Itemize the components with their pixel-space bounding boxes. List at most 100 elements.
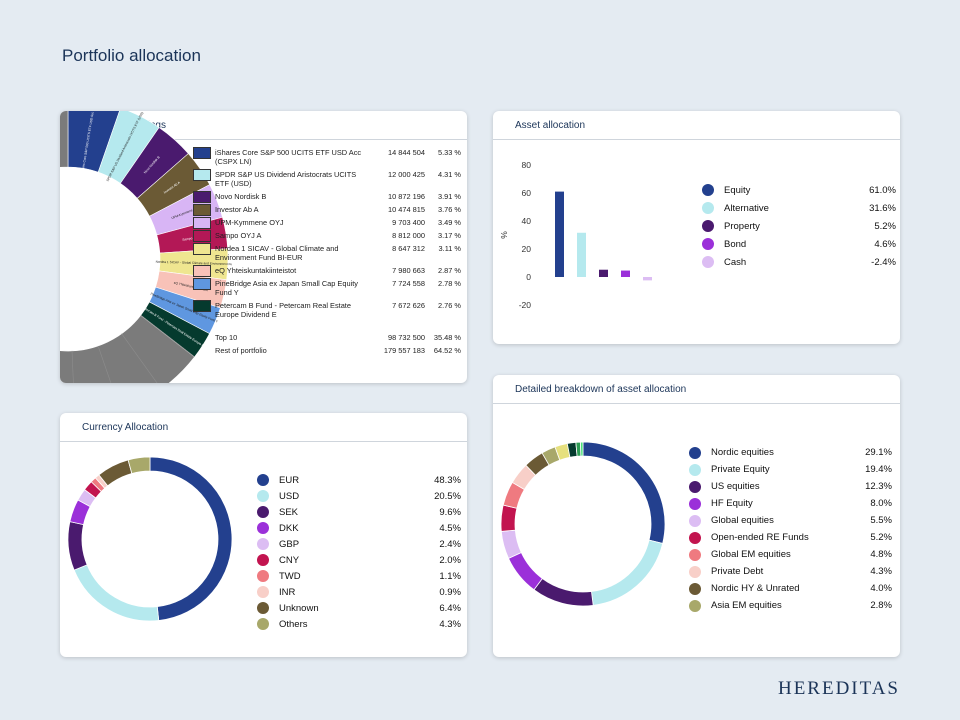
legend-value: 2.8% <box>870 600 892 611</box>
legend-dot <box>257 538 269 550</box>
legend-label: HF Equity <box>711 498 753 509</box>
holding-row: Investor Ab A 10 474 815 3.76 % <box>193 204 461 217</box>
legend-dot <box>689 463 701 476</box>
legend-item-eur: EUR 48.3% <box>257 472 461 488</box>
rest-slice-divider <box>121 333 158 383</box>
legend-label: Private Debt <box>711 566 764 577</box>
slice-others <box>127 456 151 474</box>
rest-row: Rest of portfolio 179 557 183 64.52 % <box>215 345 461 358</box>
page-title: Portfolio allocation <box>62 46 201 65</box>
legend-item-alternative: Alternative 31.6% <box>702 199 896 217</box>
y-axis-label: % <box>499 231 509 239</box>
holding-value: 10 872 196 <box>388 192 425 201</box>
legend-dot <box>689 531 701 544</box>
asset-allocation-title: Asset allocation <box>515 120 586 131</box>
legend-dot <box>689 514 701 527</box>
holding-slice-label: Sampo OYJ A <box>182 234 203 241</box>
holding-name: iShares Core S&P 500 UCITS ETF USD Acc (… <box>215 148 362 166</box>
legend-label: Open-ended RE Funds <box>711 532 809 543</box>
legend-value: 9.6% <box>439 506 461 518</box>
holding-row: Sampo OYJ A 8 812 000 3.17 % <box>193 230 461 243</box>
holding-name: Novo Nordisk B <box>215 192 267 201</box>
holding-name: PineBridge Asia ex Japan Small Cap Equit… <box>215 279 358 297</box>
holding-pct: 3.49 % <box>437 218 461 227</box>
legend-dot <box>257 474 269 486</box>
legend-label: Property <box>724 220 760 232</box>
legend-value: 2.4% <box>439 538 461 550</box>
holdings-table: iShares Core S&P 500 UCITS ETF USD Acc (… <box>193 147 461 358</box>
bar-property <box>599 269 608 277</box>
y-tick-label: -20 <box>519 300 532 310</box>
legend-value: 5.2% <box>870 532 892 543</box>
legend-label: EUR <box>279 474 300 486</box>
legend-item-gbp: GBP 2.4% <box>257 536 461 552</box>
total-pct: 35.48 % <box>433 333 461 342</box>
legend-item-usd: USD 20.5% <box>257 488 461 504</box>
slice-global-equities <box>500 529 522 559</box>
total-label: Rest of portfolio <box>215 346 267 355</box>
legend-dot <box>257 586 269 598</box>
legend-item-us-equities: US equities 12.3% <box>689 478 892 495</box>
total-value: 98 732 500 <box>388 333 425 342</box>
legend-item-global-equities: Global equities 5.5% <box>689 512 892 529</box>
legend-label: Global EM equities <box>711 549 791 560</box>
currency-allocation-divider <box>60 441 467 442</box>
legend-item-dkk: DKK 4.5% <box>257 520 461 536</box>
holding-color-swatch <box>193 265 211 277</box>
holding-value: 7 724 558 <box>392 279 425 288</box>
slice-eur <box>149 456 233 621</box>
legend-value: 4.0% <box>870 583 892 594</box>
bar-cash <box>643 277 652 281</box>
holding-color-swatch <box>193 169 211 181</box>
holding-name: Petercam B Fund - Petercam Real Estate E… <box>215 301 351 319</box>
asset-allocation-bar-chart: 80 60 40 20 0 -20% <box>499 160 652 310</box>
total-pct: 64.52 % <box>433 346 461 355</box>
legend-dot <box>689 446 701 459</box>
holding-color-swatch <box>193 300 211 312</box>
holding-pct: 4.31 % <box>437 170 461 179</box>
holdings-card: 10 largest holdings iShares Core S&P 500… <box>60 111 467 383</box>
holding-row: Nordea 1 SICAV - Global Climate and Envi… <box>193 243 461 265</box>
holding-slice <box>67 111 120 173</box>
holding-pct: 3.11 % <box>438 244 461 253</box>
holding-value: 14 844 504 <box>388 148 425 157</box>
holding-pct: 2.87 % <box>437 266 461 275</box>
legend-item-inr: INR 0.9% <box>257 584 461 600</box>
legend-item-asia-em-equities: Asia EM equities 2.8% <box>689 597 892 614</box>
slice-hf-equity <box>508 551 543 591</box>
legend-item-hf-equity: HF Equity 8.0% <box>689 495 892 512</box>
legend-item-others: Others 4.3% <box>257 616 461 632</box>
holding-value: 12 000 425 <box>388 170 425 179</box>
y-tick-label: 80 <box>522 160 532 170</box>
holdings-divider <box>60 139 467 140</box>
holding-pct: 2.78 % <box>437 279 461 288</box>
total-value: 179 557 183 <box>383 346 425 355</box>
y-tick-label: 40 <box>522 216 532 226</box>
legend-dot <box>689 599 701 612</box>
holding-name: Nordea 1 SICAV - Global Climate and Envi… <box>215 244 339 262</box>
holding-pct: 5.33 % <box>437 148 461 157</box>
holding-pct: 2.76 % <box>437 301 461 310</box>
currency-allocation-card: Currency Allocation EUR 48.3% USD 20.5% SEK 9… <box>60 413 467 657</box>
bar-alternative <box>577 232 586 277</box>
legend-value: 20.5% <box>434 490 461 502</box>
legend-dot <box>702 184 714 196</box>
legend-label: USD <box>279 490 300 502</box>
legend-item-cny: CNY 2.0% <box>257 552 461 568</box>
slice-sek <box>67 521 88 571</box>
legend-dot <box>257 522 269 534</box>
holding-slice-label: Nordea 1 SICAV - Global Climate and Envi… <box>156 260 233 267</box>
legend-item-twd: TWD 1.1% <box>257 568 461 584</box>
legend-dot <box>257 570 269 582</box>
legend-value: 4.3% <box>870 566 892 577</box>
slice-open-ended-re-funds <box>500 504 518 532</box>
slice-private-equity <box>590 539 664 606</box>
legend-value: 5.2% <box>874 220 896 232</box>
legend-label: Unknown <box>279 602 319 614</box>
legend-dot <box>689 480 701 493</box>
legend-item-open-ended-re-funds: Open-ended RE Funds 5.2% <box>689 529 892 546</box>
holding-pct: 3.91 % <box>437 192 461 201</box>
legend-label: INR <box>279 586 296 598</box>
holding-row: UPM-Kymmene OYJ 9 703 400 3.49 % <box>193 217 461 230</box>
holding-slice-label: eQ Yhteiskuntakiinteistot <box>173 281 208 293</box>
